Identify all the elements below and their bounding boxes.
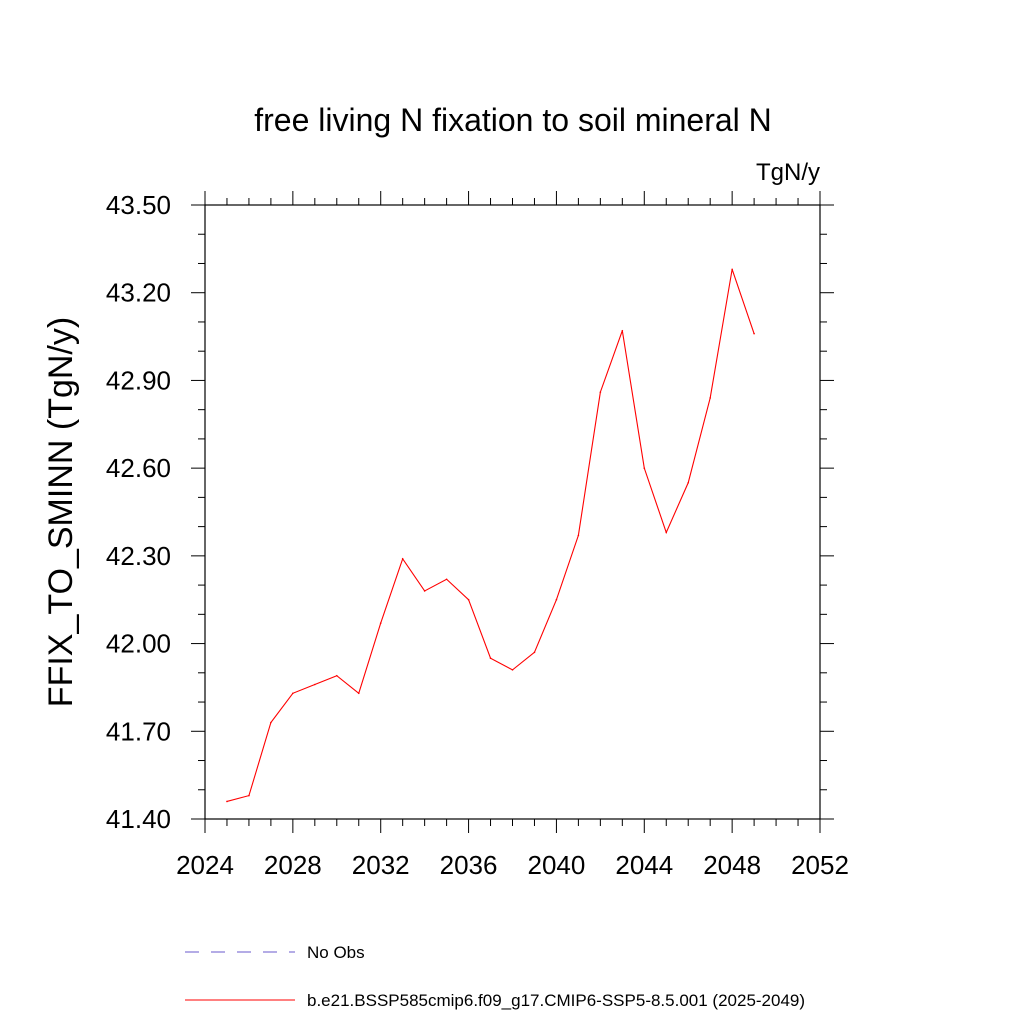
x-tick-label: 2028 — [264, 850, 322, 880]
data-point — [731, 268, 733, 271]
data-point — [665, 531, 668, 534]
units-label: TgN/y — [756, 159, 820, 186]
data-point — [445, 578, 448, 581]
series-line — [226, 269, 755, 802]
x-tick-label: 2036 — [440, 850, 498, 880]
data-point — [555, 598, 558, 601]
axis-ticks: 2024 2028 2032 2036 2040 2044 2048 2052 41.40 41.… — [106, 190, 849, 880]
data-point — [401, 557, 404, 560]
data-point — [226, 800, 228, 803]
y-tick-label: 42.60 — [106, 453, 171, 483]
data-point — [314, 683, 316, 686]
data-point — [335, 674, 338, 677]
data-point — [511, 669, 514, 671]
data-point — [423, 590, 426, 592]
data-point — [687, 481, 690, 484]
y-tick-label: 42.00 — [106, 629, 171, 659]
data-point — [599, 391, 602, 393]
data-point — [753, 332, 755, 335]
series-group — [226, 268, 755, 803]
y-tick-label: 42.30 — [106, 541, 171, 571]
data-point — [292, 692, 294, 695]
data-point — [357, 692, 360, 695]
x-tick-label: 2048 — [703, 850, 761, 880]
data-point — [379, 622, 382, 624]
y-tick-label: 43.20 — [106, 278, 171, 308]
x-tick-label: 2052 — [791, 850, 849, 880]
y-tick-label: 41.70 — [106, 716, 171, 746]
data-point — [643, 467, 646, 469]
x-tick-label: 2024 — [176, 850, 234, 880]
data-point — [270, 721, 272, 724]
data-point — [621, 329, 624, 332]
y-axis-label: FFIX_TO_SMINN (TgN/y) — [42, 317, 80, 707]
data-point — [467, 598, 470, 601]
data-point — [533, 651, 536, 654]
data-point — [709, 397, 711, 399]
y-tick-label: 41.40 — [106, 804, 171, 834]
x-tick-label: 2040 — [528, 850, 586, 880]
data-point — [489, 657, 492, 659]
data-point — [577, 534, 580, 537]
y-tick-label: 43.50 — [106, 190, 171, 220]
legend-label: b.e21.BSSP585cmip6.f09_g17.CMIP6-SSP5-8.… — [307, 991, 805, 1010]
chart-title: free living N fixation to soil mineral N — [254, 102, 772, 138]
legend-label: No Obs — [307, 943, 365, 962]
y-tick-label: 42.90 — [106, 365, 171, 395]
legend: No Obs b.e21.BSSP585cmip6.f09_g17.CMIP6-S… — [185, 943, 805, 1010]
x-tick-label: 2032 — [352, 850, 410, 880]
x-tick-label: 2044 — [615, 850, 673, 880]
data-point — [248, 794, 250, 797]
